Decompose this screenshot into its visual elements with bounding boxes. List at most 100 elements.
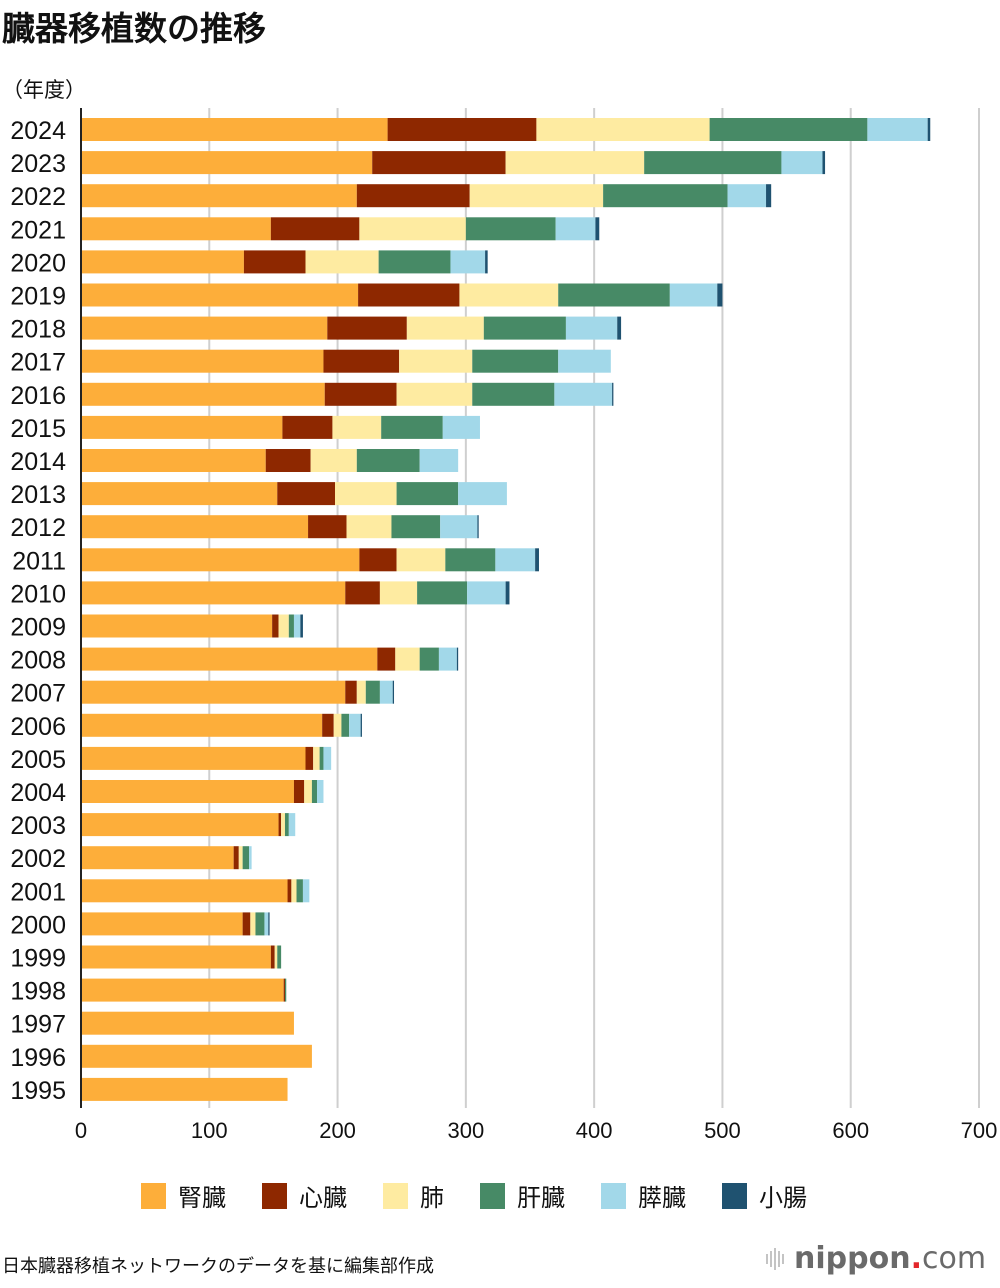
y-tick-label: 2008 — [10, 647, 66, 675]
bar-segment — [440, 515, 478, 539]
bar-segment — [766, 184, 772, 208]
bar-segment — [438, 647, 457, 671]
bar-segment — [81, 217, 271, 241]
bar-row-2016 — [81, 382, 614, 406]
bar-segment — [233, 846, 239, 870]
bar-row-2012 — [81, 515, 479, 539]
bar-segment — [81, 415, 283, 439]
bar-segment — [327, 316, 407, 340]
bar-segment — [305, 250, 379, 274]
bar-segment — [378, 250, 451, 274]
bar-segment — [445, 548, 496, 572]
y-tick-label: 2007 — [10, 680, 66, 708]
y-tick-label: 2003 — [10, 812, 66, 840]
bar-segment — [293, 614, 301, 638]
bar-segment — [822, 151, 826, 175]
bar-segment — [483, 316, 566, 340]
bar-segment — [555, 217, 596, 241]
bar-segment — [341, 713, 350, 737]
bar-row-2020 — [81, 250, 488, 274]
bar-segment — [472, 349, 559, 373]
bar-segment — [332, 415, 382, 439]
legend-item: 心臓 — [262, 1178, 347, 1213]
bar-segment — [284, 978, 287, 1002]
legend-label: 小腸 — [759, 1184, 807, 1212]
bar-segment — [927, 118, 931, 141]
bar-row-2007 — [81, 680, 395, 704]
y-tick-label: 2000 — [10, 911, 66, 939]
legend-swatch — [383, 1182, 408, 1209]
bar-segment — [277, 482, 336, 506]
bar-segment — [81, 283, 359, 307]
bar-row-2000 — [81, 912, 270, 936]
x-tick-label: 300 — [447, 1118, 484, 1143]
bar-segment — [304, 780, 312, 803]
bar-segment — [399, 349, 473, 373]
bar-segment — [305, 746, 314, 770]
bar-segment — [669, 283, 718, 307]
bar-segment — [472, 382, 555, 406]
bar-segment — [81, 945, 271, 969]
bar-segment — [81, 316, 328, 340]
bar-segment — [717, 283, 723, 307]
bars — [81, 118, 931, 1101]
legend-item: 肝臓 — [480, 1178, 565, 1213]
bar-row-1996 — [81, 1044, 312, 1068]
bar-segment — [81, 151, 373, 175]
y-tick-label: 1995 — [10, 1077, 66, 1105]
y-tick-label: 2004 — [10, 779, 66, 807]
bar-segment — [81, 184, 357, 208]
legend-swatch — [480, 1182, 505, 1209]
y-axis-unit-label: （年度） — [2, 78, 86, 102]
y-tick-label: 2014 — [10, 448, 66, 476]
bar-row-2005 — [81, 746, 332, 770]
bar-segment — [323, 746, 332, 770]
bar-segment — [81, 382, 325, 406]
bar-segment — [359, 548, 397, 572]
bar-segment — [391, 515, 441, 539]
bar-segment — [81, 250, 244, 274]
legend-label: 心臓 — [299, 1184, 347, 1212]
bar-row-2021 — [81, 217, 600, 241]
bar-segment — [81, 746, 306, 770]
x-tick-label: 500 — [704, 1118, 741, 1143]
y-tick-label: 2017 — [10, 349, 66, 377]
bar-segment — [505, 151, 645, 175]
bar-segment — [81, 680, 346, 704]
bar-segment — [505, 581, 510, 605]
bar-segment — [419, 647, 439, 671]
bar-row-2019 — [81, 283, 723, 307]
y-tick-label: 2006 — [10, 713, 66, 741]
bar-segment — [612, 382, 614, 406]
bar-segment — [296, 879, 303, 903]
bar-row-2013 — [81, 482, 507, 506]
bar-segment — [268, 912, 270, 936]
y-tick-label: 2011 — [12, 547, 66, 575]
legend-item: 膵臓 — [601, 1178, 686, 1213]
bar-row-2017 — [81, 349, 611, 373]
bar-row-2022 — [81, 184, 772, 208]
bar-segment — [242, 846, 250, 870]
bar-segment — [358, 283, 460, 307]
bar-segment — [265, 449, 311, 472]
y-tick-label: 2001 — [10, 878, 66, 906]
bar-row-1998 — [81, 978, 287, 1002]
x-tick-label: 600 — [832, 1118, 869, 1143]
y-tick-label: 2010 — [10, 580, 66, 608]
bar-segment — [81, 647, 378, 671]
legend-item: 小腸 — [722, 1178, 807, 1213]
bar-segment — [81, 548, 360, 572]
bar-segment — [465, 217, 556, 241]
bar-segment — [419, 449, 459, 472]
bar-segment — [242, 912, 251, 936]
bar-row-2015 — [81, 415, 480, 439]
bar-segment — [270, 945, 275, 969]
bar-segment — [360, 713, 362, 737]
bar-segment — [277, 945, 282, 969]
bar-segment — [302, 879, 310, 903]
bar-segment — [319, 746, 324, 770]
bar-row-1997 — [81, 1011, 294, 1035]
bar-segment — [867, 118, 928, 141]
x-tick-label: 0 — [75, 1118, 87, 1143]
bar-row-2018 — [81, 316, 622, 340]
